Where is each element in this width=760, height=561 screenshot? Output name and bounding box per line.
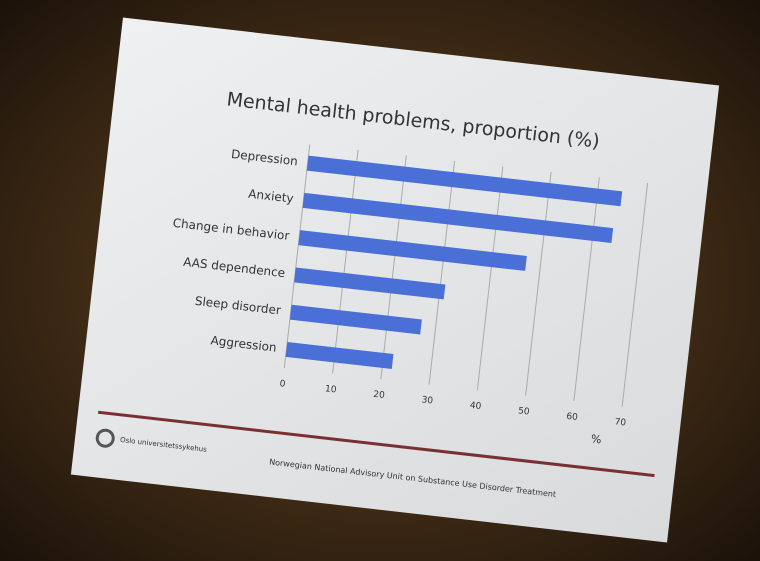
x-tick-label: 30 — [421, 395, 434, 406]
x-tick-label: 40 — [469, 401, 482, 412]
x-tick-label: 50 — [517, 406, 530, 417]
x-tick-label: 10 — [324, 384, 337, 395]
x-tick-label: 70 — [614, 417, 627, 428]
page: {"chart_data": {"type": "hbar", "title":… — [0, 0, 760, 561]
x-tick-label: 20 — [373, 390, 386, 401]
x-axis-label: % — [590, 432, 602, 446]
x-tick-label: 60 — [566, 412, 579, 423]
slide: Mental health problems, proportion (%) O… — [71, 18, 719, 543]
photo: Mental health problems, proportion (%) O… — [0, 0, 760, 561]
